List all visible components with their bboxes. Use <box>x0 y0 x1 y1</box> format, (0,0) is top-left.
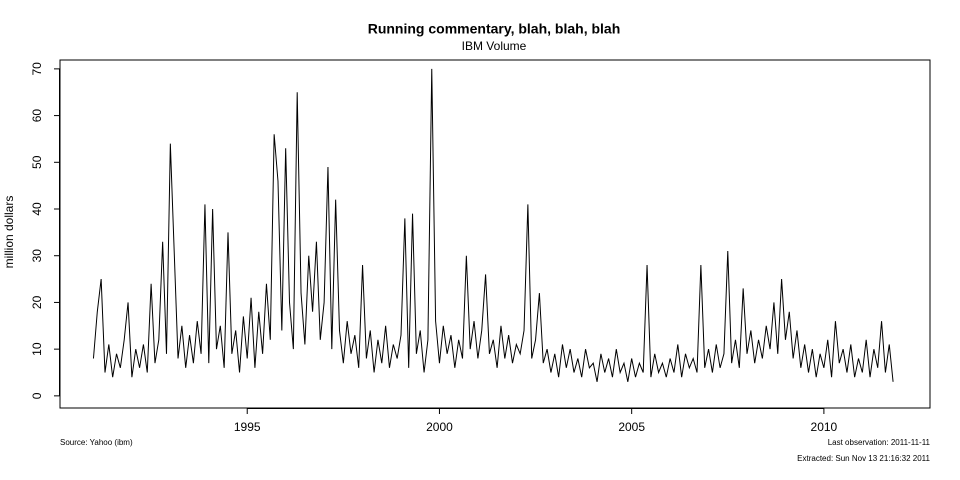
source-note: Source: Yahoo (ibm) <box>60 438 133 447</box>
volume-line <box>92 68 894 382</box>
last-observation-note: Last observation: 2011-11-11 <box>828 438 931 447</box>
x-tick-label: 1995 <box>234 420 261 434</box>
chart-subtitle: IBM Volume <box>462 39 527 53</box>
y-tick-label: 70 <box>30 62 44 76</box>
y-tick-label: 50 <box>30 155 44 169</box>
y-tick-label: 40 <box>30 202 44 216</box>
y-tick-label: 60 <box>30 109 44 123</box>
y-axis-label: million dollars <box>2 196 16 269</box>
y-tick-label: 30 <box>30 249 44 263</box>
x-tick-label: 2010 <box>811 420 838 434</box>
x-tick-label: 2005 <box>618 420 645 434</box>
y-tick-label: 20 <box>30 295 44 309</box>
y-tick-label: 10 <box>30 342 44 356</box>
y-tick-label: 0 <box>30 392 44 399</box>
chart-title: Running commentary, blah, blah, blah <box>368 21 621 37</box>
extracted-note: Extracted: Sun Nov 13 21:16:32 2011 <box>797 454 930 463</box>
x-tick-label: 2000 <box>426 420 453 434</box>
